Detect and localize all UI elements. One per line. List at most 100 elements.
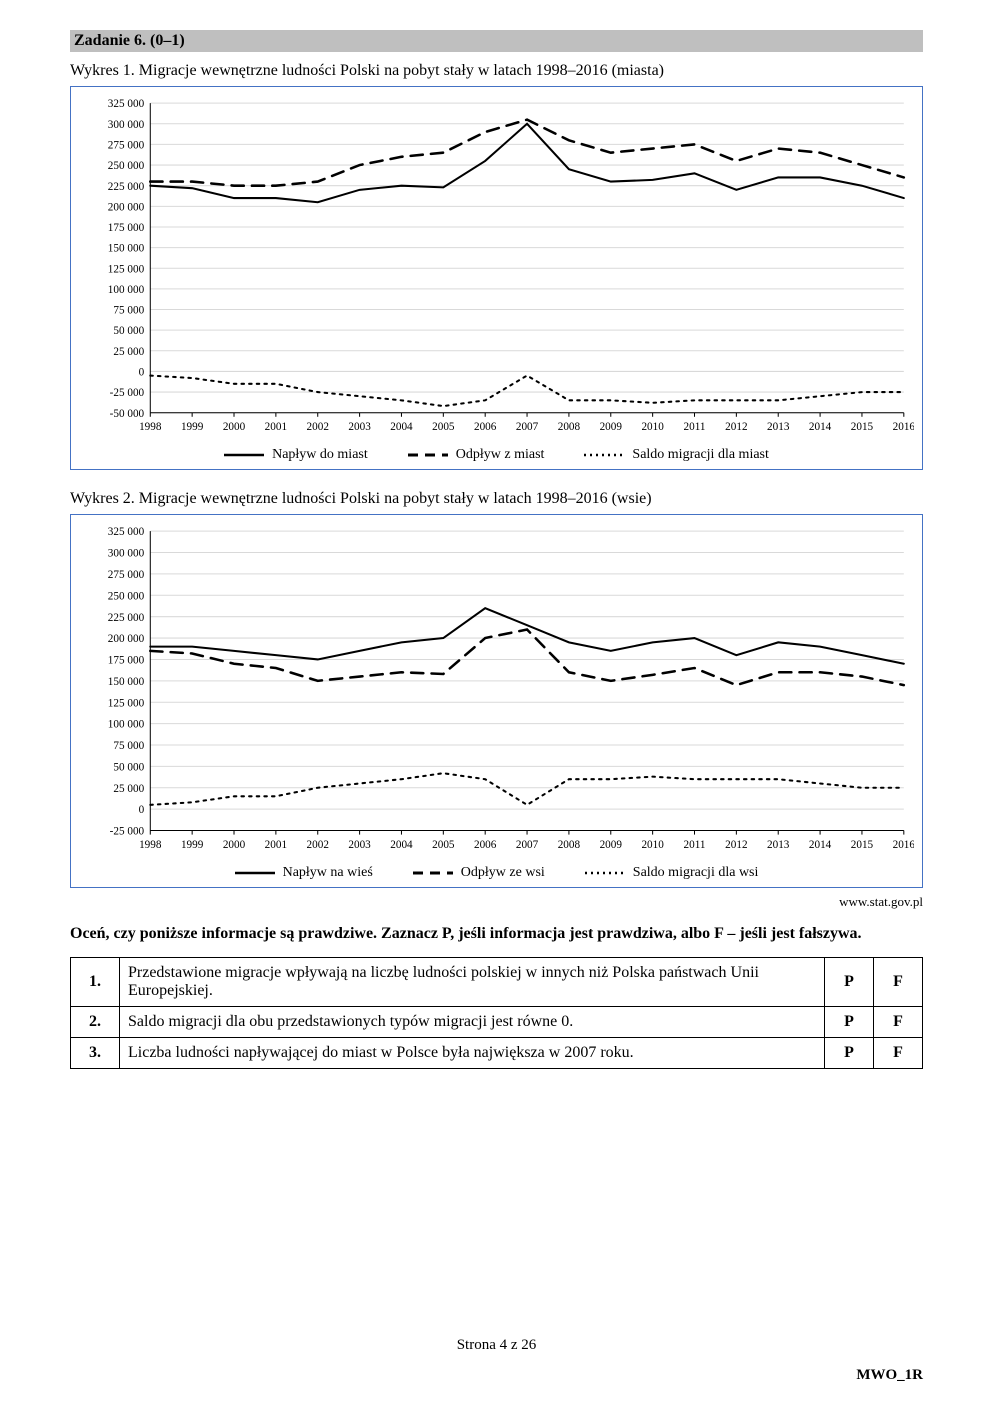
svg-text:75 000: 75 000 — [113, 305, 144, 317]
chart1-caption: Wykres 1. Migracje wewnętrzne ludności P… — [70, 62, 923, 80]
svg-text:2014: 2014 — [809, 421, 832, 433]
chart2-legend-outflow-label: Odpływ ze wsi — [461, 865, 545, 881]
answer-f[interactable]: F — [874, 1007, 923, 1038]
row-number: 3. — [71, 1038, 120, 1069]
svg-text:2005: 2005 — [432, 421, 455, 433]
svg-text:250 000: 250 000 — [108, 160, 145, 172]
svg-text:2004: 2004 — [390, 839, 413, 851]
svg-text:2003: 2003 — [348, 421, 371, 433]
legend-sample-dot — [585, 867, 625, 879]
svg-text:2009: 2009 — [600, 839, 623, 851]
svg-text:2012: 2012 — [725, 839, 747, 851]
svg-text:2016: 2016 — [893, 839, 914, 851]
chart1-legend-balance: Saldo migracji dla miast — [584, 447, 768, 463]
svg-text:250 000: 250 000 — [108, 591, 145, 603]
svg-text:2000: 2000 — [223, 839, 246, 851]
svg-text:50 000: 50 000 — [113, 762, 144, 774]
svg-text:2002: 2002 — [307, 839, 329, 851]
svg-text:2015: 2015 — [851, 839, 874, 851]
svg-text:150 000: 150 000 — [108, 676, 145, 688]
chart1-legend-inflow-label: Napływ do miast — [272, 447, 368, 463]
chart2-caption: Wykres 2. Migracje wewnętrzne ludności P… — [70, 490, 923, 508]
answer-p[interactable]: P — [825, 958, 874, 1007]
chart2-svg: 325 000300 000275 000250 000225 000200 0… — [79, 523, 914, 859]
true-false-table: 1.Przedstawione migracje wpływają na lic… — [70, 957, 923, 1069]
svg-text:225 000: 225 000 — [108, 612, 145, 624]
svg-text:300 000: 300 000 — [108, 548, 145, 560]
svg-text:1999: 1999 — [181, 421, 204, 433]
chart2-legend-balance-label: Saldo migracji dla wsi — [633, 865, 759, 881]
row-text: Saldo migracji dla obu przedstawionych t… — [120, 1007, 825, 1038]
chart1-legend: Napływ do miast Odpływ z miast Saldo mig… — [79, 447, 914, 463]
svg-text:2013: 2013 — [767, 421, 790, 433]
svg-text:0: 0 — [139, 804, 145, 816]
row-number: 2. — [71, 1007, 120, 1038]
svg-text:200 000: 200 000 — [108, 201, 145, 213]
task-header: Zadanie 6. (0–1) — [70, 30, 923, 52]
svg-text:50 000: 50 000 — [113, 325, 144, 337]
legend-sample-dot — [584, 449, 624, 461]
svg-text:2000: 2000 — [223, 421, 246, 433]
svg-text:2013: 2013 — [767, 839, 790, 851]
svg-text:2011: 2011 — [684, 421, 706, 433]
row-text: Przedstawione migracje wpływają na liczb… — [120, 958, 825, 1007]
svg-text:2005: 2005 — [432, 839, 455, 851]
svg-text:2009: 2009 — [600, 421, 623, 433]
svg-text:2002: 2002 — [307, 421, 329, 433]
chart2-legend-outflow: Odpływ ze wsi — [413, 865, 545, 881]
table-row: 3.Liczba ludności napływającej do miast … — [71, 1038, 923, 1069]
svg-text:175 000: 175 000 — [108, 655, 145, 667]
svg-text:100 000: 100 000 — [108, 719, 145, 731]
svg-text:2003: 2003 — [348, 839, 371, 851]
svg-text:325 000: 325 000 — [108, 526, 145, 538]
svg-text:2014: 2014 — [809, 839, 832, 851]
svg-text:275 000: 275 000 — [108, 569, 145, 581]
answer-f[interactable]: F — [874, 1038, 923, 1069]
svg-text:2010: 2010 — [641, 839, 664, 851]
legend-sample-dash — [408, 449, 448, 461]
svg-text:25 000: 25 000 — [113, 346, 144, 358]
svg-text:-25 000: -25 000 — [110, 387, 145, 399]
svg-text:-25 000: -25 000 — [110, 826, 145, 838]
answer-p[interactable]: P — [825, 1038, 874, 1069]
svg-text:25 000: 25 000 — [113, 783, 144, 795]
svg-text:325 000: 325 000 — [108, 98, 145, 110]
legend-sample-dash — [413, 867, 453, 879]
row-text: Liczba ludności napływającej do miast w … — [120, 1038, 825, 1069]
chart1-svg: 325 000300 000275 000250 000225 000200 0… — [79, 95, 914, 441]
document-code: MWO_1R — [856, 1367, 923, 1384]
svg-text:2016: 2016 — [893, 421, 914, 433]
chart2-legend-inflow: Napływ na wieś — [235, 865, 373, 881]
svg-text:75 000: 75 000 — [113, 740, 144, 752]
svg-text:2007: 2007 — [516, 839, 539, 851]
svg-text:1999: 1999 — [181, 839, 204, 851]
svg-text:2006: 2006 — [474, 421, 497, 433]
chart1-legend-inflow: Napływ do miast — [224, 447, 368, 463]
svg-text:2008: 2008 — [558, 839, 581, 851]
source-label: www.stat.gov.pl — [70, 894, 923, 910]
chart2-legend: Napływ na wieś Odpływ ze wsi Saldo migra… — [79, 865, 914, 881]
svg-text:2001: 2001 — [265, 839, 287, 851]
svg-text:2001: 2001 — [265, 421, 287, 433]
svg-text:2015: 2015 — [851, 421, 874, 433]
chart1-legend-outflow: Odpływ z miast — [408, 447, 545, 463]
svg-text:125 000: 125 000 — [108, 698, 145, 710]
svg-text:150 000: 150 000 — [108, 243, 145, 255]
answer-p[interactable]: P — [825, 1007, 874, 1038]
svg-text:0: 0 — [139, 367, 145, 379]
svg-text:2011: 2011 — [684, 839, 706, 851]
svg-text:-50 000: -50 000 — [110, 408, 145, 420]
chart1-legend-balance-label: Saldo migracji dla miast — [632, 447, 768, 463]
page-number: Strona 4 z 26 — [0, 1337, 993, 1354]
chart1-legend-outflow-label: Odpływ z miast — [456, 447, 545, 463]
answer-f[interactable]: F — [874, 958, 923, 1007]
svg-text:100 000: 100 000 — [108, 284, 145, 296]
svg-text:2010: 2010 — [641, 421, 664, 433]
svg-text:2008: 2008 — [558, 421, 581, 433]
chart2-legend-inflow-label: Napływ na wieś — [283, 865, 373, 881]
instruction-text: Oceń, czy poniższe informacje są prawdzi… — [70, 924, 923, 945]
svg-text:125 000: 125 000 — [108, 263, 145, 275]
table-row: 1.Przedstawione migracje wpływają na lic… — [71, 958, 923, 1007]
svg-text:1998: 1998 — [139, 421, 162, 433]
table-row: 2.Saldo migracji dla obu przedstawionych… — [71, 1007, 923, 1038]
